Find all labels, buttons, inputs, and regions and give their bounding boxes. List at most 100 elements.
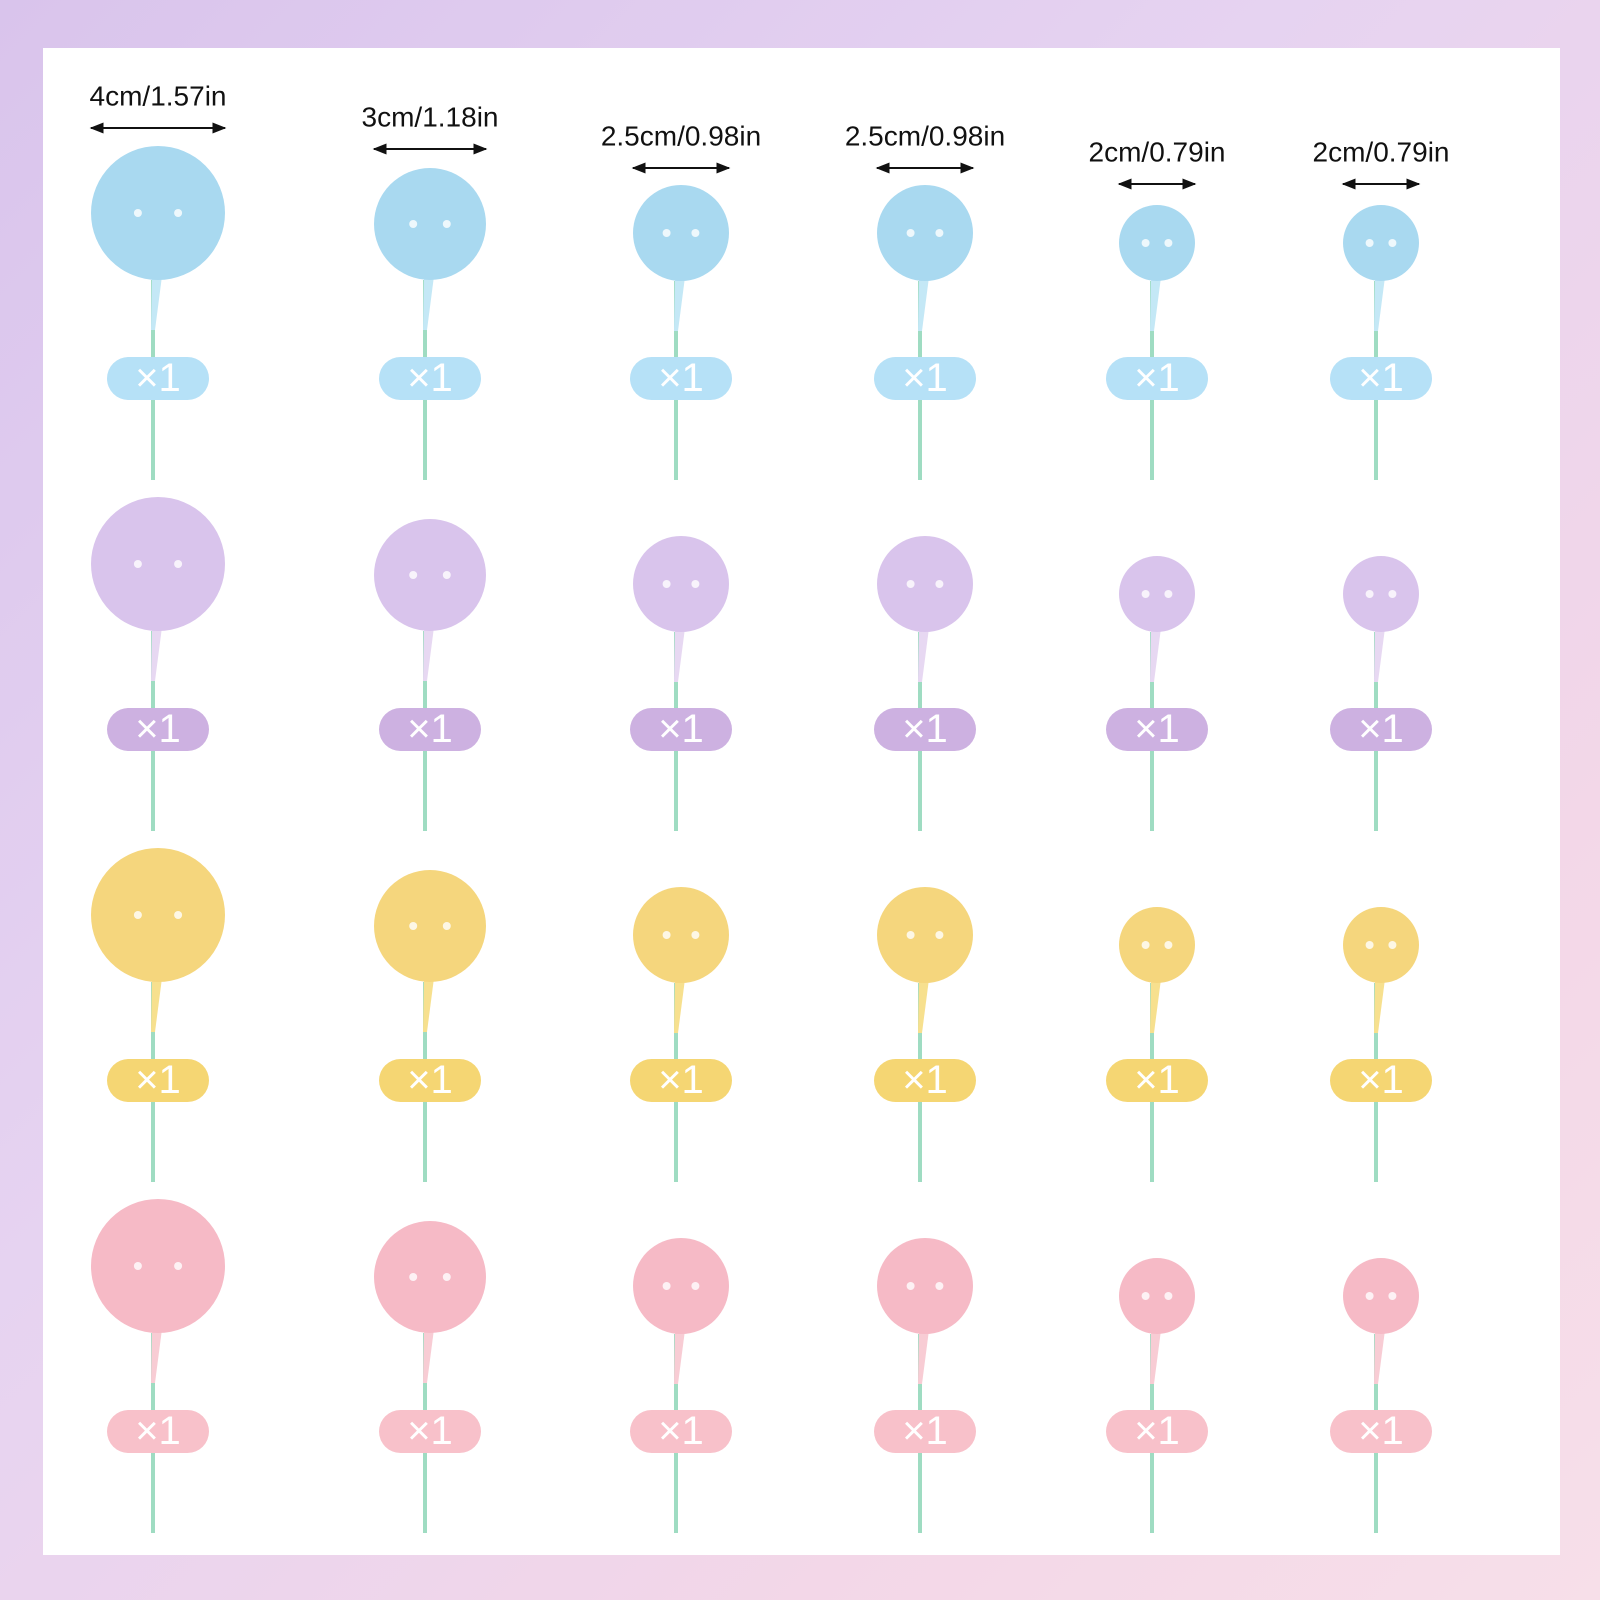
ball — [374, 1221, 486, 1333]
ball — [1119, 1258, 1195, 1334]
ball — [374, 519, 486, 631]
stalk — [151, 627, 162, 681]
highlight — [442, 1273, 451, 1281]
size-label: 2.5cm/0.98in — [845, 120, 1005, 151]
highlight — [691, 1282, 700, 1290]
ball — [877, 887, 973, 983]
highlight — [1164, 1292, 1173, 1300]
badge — [1330, 708, 1432, 751]
badge-text: ×1 — [1134, 356, 1180, 400]
stalk — [1374, 628, 1385, 682]
stalk — [918, 277, 929, 331]
badge-text: ×1 — [407, 707, 453, 751]
badge-text: ×1 — [658, 1409, 704, 1453]
ball — [1343, 205, 1419, 281]
highlight — [662, 580, 671, 588]
highlight — [442, 922, 451, 930]
size-label: 2cm/0.79in — [1313, 136, 1450, 167]
highlight — [662, 1282, 671, 1290]
highlight — [409, 571, 418, 579]
highlight — [133, 209, 142, 217]
badge — [107, 708, 209, 751]
highlight — [174, 209, 183, 217]
badge-text: ×1 — [135, 356, 181, 400]
ball — [91, 497, 225, 631]
highlight — [662, 931, 671, 939]
badge — [379, 708, 481, 751]
stalk — [151, 1329, 162, 1383]
badge — [1106, 357, 1208, 400]
size-label: 4cm/1.57in — [90, 80, 227, 111]
ball — [633, 887, 729, 983]
badge — [379, 1059, 481, 1102]
highlight — [935, 229, 944, 237]
badge — [1106, 708, 1208, 751]
highlight — [691, 931, 700, 939]
stalk — [423, 1329, 434, 1383]
badge — [107, 1410, 209, 1453]
ball — [1343, 1258, 1419, 1334]
badge — [1330, 1059, 1432, 1102]
highlight — [1141, 1292, 1150, 1300]
highlight — [442, 571, 451, 579]
ball — [91, 1199, 225, 1333]
badge — [107, 1059, 209, 1102]
highlight — [1164, 239, 1173, 247]
badge — [630, 357, 732, 400]
badge — [630, 1410, 732, 1453]
highlight — [906, 229, 915, 237]
badge — [379, 1410, 481, 1453]
stalk — [1150, 1330, 1161, 1384]
ball — [1119, 205, 1195, 281]
badge-text: ×1 — [902, 356, 948, 400]
size-label: 2cm/0.79in — [1089, 136, 1226, 167]
highlight — [1141, 941, 1150, 949]
stalk — [674, 277, 685, 331]
badge — [874, 357, 976, 400]
panel — [43, 48, 1560, 1555]
highlight — [133, 560, 142, 568]
highlight — [1365, 941, 1374, 949]
badge — [1330, 1410, 1432, 1453]
stalk — [674, 979, 685, 1033]
highlight — [174, 1262, 183, 1270]
highlight — [1388, 1292, 1397, 1300]
highlight — [935, 1282, 944, 1290]
highlight — [174, 911, 183, 919]
highlight — [1388, 239, 1397, 247]
ball — [374, 870, 486, 982]
highlight — [442, 220, 451, 228]
badge — [1106, 1059, 1208, 1102]
badge-text: ×1 — [902, 1409, 948, 1453]
ball — [374, 168, 486, 280]
highlight — [1388, 590, 1397, 598]
highlight — [1141, 590, 1150, 598]
highlight — [1141, 239, 1150, 247]
badge-text: ×1 — [1358, 707, 1404, 751]
badge-text: ×1 — [1358, 1409, 1404, 1453]
badge-text: ×1 — [407, 1409, 453, 1453]
stalk — [918, 979, 929, 1033]
stalk — [674, 1330, 685, 1384]
ball — [877, 536, 973, 632]
stalk — [423, 276, 434, 330]
highlight — [935, 931, 944, 939]
highlight — [1164, 590, 1173, 598]
highlight — [906, 580, 915, 588]
size-label: 2.5cm/0.98in — [601, 120, 761, 151]
stalk — [151, 276, 162, 330]
stalk — [1374, 979, 1385, 1033]
highlight — [662, 229, 671, 237]
ball — [1119, 556, 1195, 632]
badge — [874, 1059, 976, 1102]
stalk — [1150, 628, 1161, 682]
highlight — [133, 911, 142, 919]
content: 4cm/1.57in 3cm/1.18in 2.5cm/0.98in 2.5cm/0.… — [90, 80, 1450, 1533]
ball — [633, 1238, 729, 1334]
stalk — [1150, 277, 1161, 331]
highlight — [691, 580, 700, 588]
badge-text: ×1 — [135, 707, 181, 751]
highlight — [1365, 590, 1374, 598]
